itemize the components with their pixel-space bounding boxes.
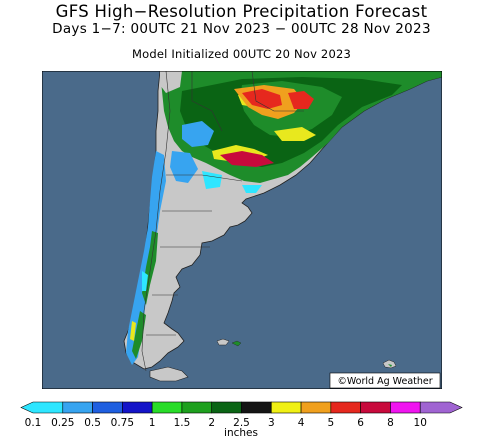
model-init-time: Model Initialized 00UTC 20 Nov 2023: [131, 47, 351, 61]
colorbar-tick-label: 3: [268, 417, 275, 429]
colorbar-swatch: [62, 401, 93, 414]
precipitation-overlay: [126, 71, 442, 365]
credit-text: ©World Ag Weather: [337, 376, 432, 387]
colorbar-tick-label: 0.25: [51, 417, 74, 429]
colorbar-tick-label: 10: [414, 417, 427, 429]
colorbar-tick-label: 4: [298, 417, 305, 429]
colorbar-swatch: [360, 401, 391, 414]
colorbar-swatch: [390, 401, 421, 414]
colorbar-swatch: [330, 401, 361, 414]
colorbar-swatch: [211, 401, 242, 414]
credit-box: ©World Ag Weather: [329, 372, 441, 389]
colorbar-tick-label: 1: [149, 417, 156, 429]
colorbar-swatch: [20, 401, 64, 414]
political-borders: [141, 71, 304, 372]
colorbar-tick-label: 2.5: [233, 417, 250, 429]
tierra-del-fuego: [149, 366, 189, 382]
colorbar-swatch: [122, 401, 153, 414]
units-label: inches: [224, 427, 258, 438]
colorbar-tick-label: 0.75: [111, 417, 134, 429]
color-legend: 0.1 0.25 0.5 0.75 1 1.5 2 2.5 3 4 5 6 8 10 inches: [20, 401, 463, 438]
colorbar-tick-label: 2: [208, 417, 215, 429]
colorbar-swatch: [92, 401, 123, 414]
colorbar-tick-label: 0.1: [25, 417, 42, 429]
south-atlantic-islets: [216, 338, 242, 347]
colorbar-swatch: [181, 401, 213, 414]
forecast-period: Days 1−7: 00UTC 21 Nov 2023 − 00UTC 28 N…: [52, 21, 431, 37]
colorbar-swatch: [151, 401, 183, 414]
precipitation-map: ©World Ag Weather: [42, 71, 442, 389]
map-title: GFS High−Resolution Precipitation Foreca…: [55, 2, 428, 21]
colorbar-swatch: [241, 401, 272, 414]
falkland-islands: [382, 359, 397, 369]
colorbar-swatch: [419, 401, 463, 414]
colorbar-tick-label: 0.5: [84, 417, 101, 429]
colorbar-tick-label: 8: [387, 417, 394, 429]
colorbar-swatch: [300, 401, 332, 414]
colorbar-tick-label: 5: [328, 417, 335, 429]
colorbar-tick-label: 6: [357, 417, 364, 429]
colorbar-swatch: [270, 401, 302, 414]
colorbar-tick-label: 1.5: [174, 417, 191, 429]
